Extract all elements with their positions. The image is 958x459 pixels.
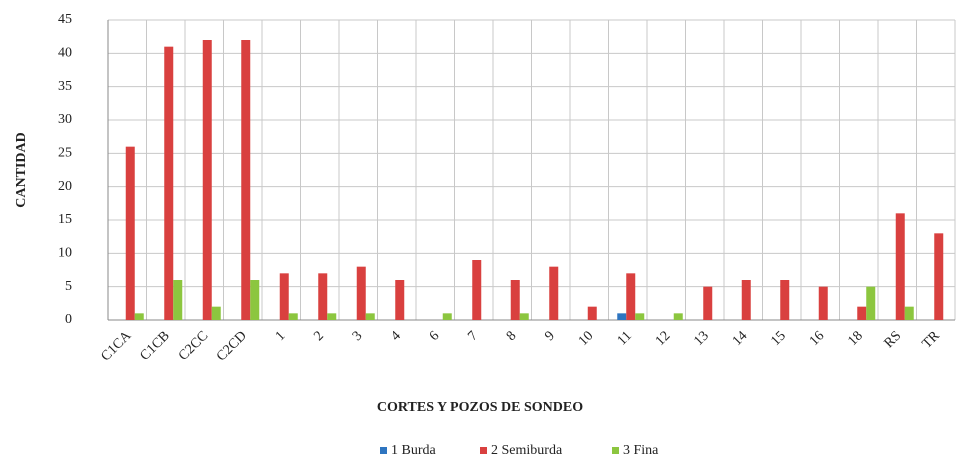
bar	[895, 213, 905, 320]
bar	[635, 313, 645, 320]
legend-label: 2 Semiburda	[491, 443, 563, 458]
bar	[626, 273, 636, 320]
y-tick-label: 20	[58, 179, 72, 194]
y-tick-label: 5	[65, 279, 72, 294]
legend-label: 1 Burda	[391, 443, 437, 458]
x-tick-label: C2CC	[176, 328, 211, 363]
bar	[164, 46, 174, 321]
y-tick-label: 30	[58, 112, 72, 127]
x-tick-label: TR	[920, 328, 944, 352]
legend-swatch	[612, 447, 619, 454]
bar	[318, 273, 328, 320]
x-tick-label: 7	[465, 328, 481, 344]
bar	[173, 280, 183, 320]
bar	[617, 313, 627, 320]
y-tick-label: 15	[58, 212, 72, 227]
x-tick-label: 10	[576, 328, 597, 349]
bar	[866, 286, 876, 320]
bar	[472, 260, 482, 320]
x-tick-label: 1	[273, 328, 289, 344]
legend-swatch	[480, 447, 487, 454]
bar	[125, 146, 135, 320]
bar	[741, 280, 751, 320]
bar	[279, 273, 289, 320]
bar	[134, 313, 144, 320]
bar	[510, 280, 520, 320]
bar	[934, 233, 944, 320]
x-tick-label: RS	[882, 328, 905, 351]
y-axis-title: CANTIDAD	[14, 132, 29, 207]
bar	[673, 313, 683, 320]
bar	[202, 40, 212, 320]
bar	[250, 280, 260, 320]
bar	[327, 313, 337, 320]
y-tick-label: 45	[58, 12, 72, 27]
x-axis-title: CORTES Y POZOS DE SONDEO	[377, 400, 583, 415]
bar	[395, 280, 405, 320]
bar	[780, 280, 790, 320]
bar	[549, 266, 559, 320]
bar	[857, 306, 867, 320]
bar	[241, 40, 251, 320]
x-tick-label: 2	[311, 328, 327, 344]
bar	[904, 306, 914, 320]
bar	[519, 313, 529, 320]
x-tick-label: 12	[653, 328, 674, 349]
y-tick-label: 40	[58, 46, 72, 61]
y-tick-label: 25	[58, 146, 72, 161]
x-tick-label: 11	[615, 328, 635, 348]
x-tick-label: C2CD	[214, 328, 250, 364]
y-tick-label: 0	[65, 312, 72, 327]
legend-swatch	[380, 447, 387, 454]
bar	[587, 306, 597, 320]
x-tick-label: 6	[427, 328, 443, 344]
x-tick-label: C1CB	[137, 328, 172, 363]
bar	[703, 286, 713, 320]
x-tick-label: 9	[542, 328, 558, 344]
bar	[288, 313, 298, 320]
x-tick-label: 14	[730, 328, 751, 349]
x-tick-label: 15	[768, 328, 789, 349]
bar	[818, 286, 828, 320]
x-tick-label: 8	[504, 328, 520, 344]
y-tick-label: 10	[58, 246, 72, 261]
x-tick-label: 13	[691, 328, 712, 349]
y-tick-label: 35	[58, 79, 72, 94]
x-tick-label: 4	[388, 328, 404, 344]
bar	[211, 306, 221, 320]
bar	[442, 313, 452, 320]
legend-label: 3 Fina	[623, 443, 659, 458]
bar	[356, 266, 366, 320]
x-tick-label: 18	[845, 328, 866, 349]
x-tick-label: 3	[350, 328, 366, 344]
bar	[365, 313, 375, 320]
x-tick-label: C1CA	[98, 328, 135, 365]
x-tick-label: 16	[807, 328, 828, 349]
